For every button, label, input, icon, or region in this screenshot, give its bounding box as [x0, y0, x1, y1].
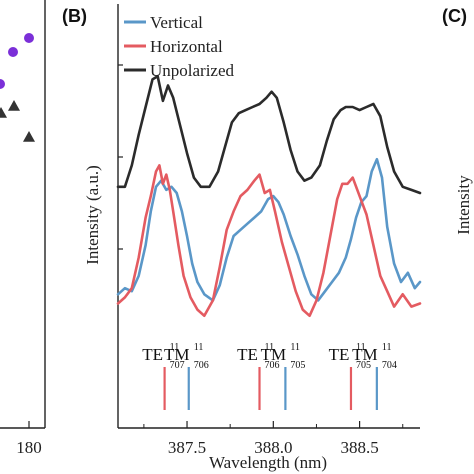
mode-label: TM 11 705 — [261, 342, 306, 371]
mode-label-sub: 706 — [194, 360, 209, 371]
series-line-unpolarized — [116, 75, 422, 195]
left-purple-point — [8, 47, 18, 57]
x-axis-title: Wavelength (nm) — [209, 453, 327, 472]
left-purple-point — [24, 33, 34, 43]
mode-label-sub: 706 — [265, 360, 280, 371]
legend-label: Horizontal — [150, 37, 223, 56]
legend-label: Unpolarized — [150, 61, 235, 80]
panel-c-letter: (C) — [442, 6, 467, 26]
mode-label-sub: 707 — [170, 360, 185, 371]
left-triangle-point — [0, 107, 7, 118]
mode-label-sup: 11 — [290, 342, 300, 353]
legend-label: Vertical — [150, 13, 203, 32]
mode-label: TE 11 707 — [142, 342, 184, 371]
panel-b: (B) Intensity (a.u.) Wavelength (nm) 387… — [62, 4, 422, 472]
x-tick-label: 388.5 — [340, 438, 378, 457]
mode-label-sup: 11 — [265, 342, 275, 353]
y-axis-title: Intensity (a.u.) — [83, 165, 102, 265]
mode-label-base: TM — [261, 345, 287, 364]
mode-label-sup: 11 — [382, 342, 392, 353]
mode-label-base: TM — [164, 345, 190, 364]
left-triangle-point — [8, 100, 20, 111]
mode-label-sub: 705 — [356, 360, 371, 371]
mode-label-base: TM — [352, 345, 378, 364]
mode-label-base: TE — [329, 345, 350, 364]
mode-label-sub: 705 — [290, 360, 305, 371]
series-line-horizontal — [116, 164, 422, 318]
mode-label-sub: 704 — [382, 360, 397, 371]
mode-label-sup: 11 — [356, 342, 366, 353]
x-tick-label: 387.5 — [168, 438, 206, 457]
mode-label-sup: 11 — [170, 342, 180, 353]
right-panel: (C) Intensity — [442, 6, 473, 235]
left-panel: 180 — [0, 0, 46, 457]
mode-label: TE 11 705 — [329, 342, 371, 371]
left-panel-points — [0, 33, 35, 142]
panel-b-plot: 387.5 388.0 388.5 Vertical Horizontal Unpolar… — [116, 4, 422, 457]
mode-label-base: TE — [142, 345, 163, 364]
panel-c-y-axis-title: Intensity — [454, 175, 473, 235]
mode-label-base: TE — [237, 345, 258, 364]
left-purple-point — [0, 79, 5, 89]
left-panel-x-tick-label: 180 — [16, 438, 42, 457]
x-tick-label: 388.0 — [254, 438, 292, 457]
left-triangle-point — [23, 131, 35, 142]
panel-b-letter: (B) — [62, 6, 87, 26]
mode-label-sup: 11 — [194, 342, 204, 353]
mode-label: TE 11 706 — [237, 342, 279, 371]
legend: Vertical Horizontal Unpolarized — [124, 13, 235, 80]
